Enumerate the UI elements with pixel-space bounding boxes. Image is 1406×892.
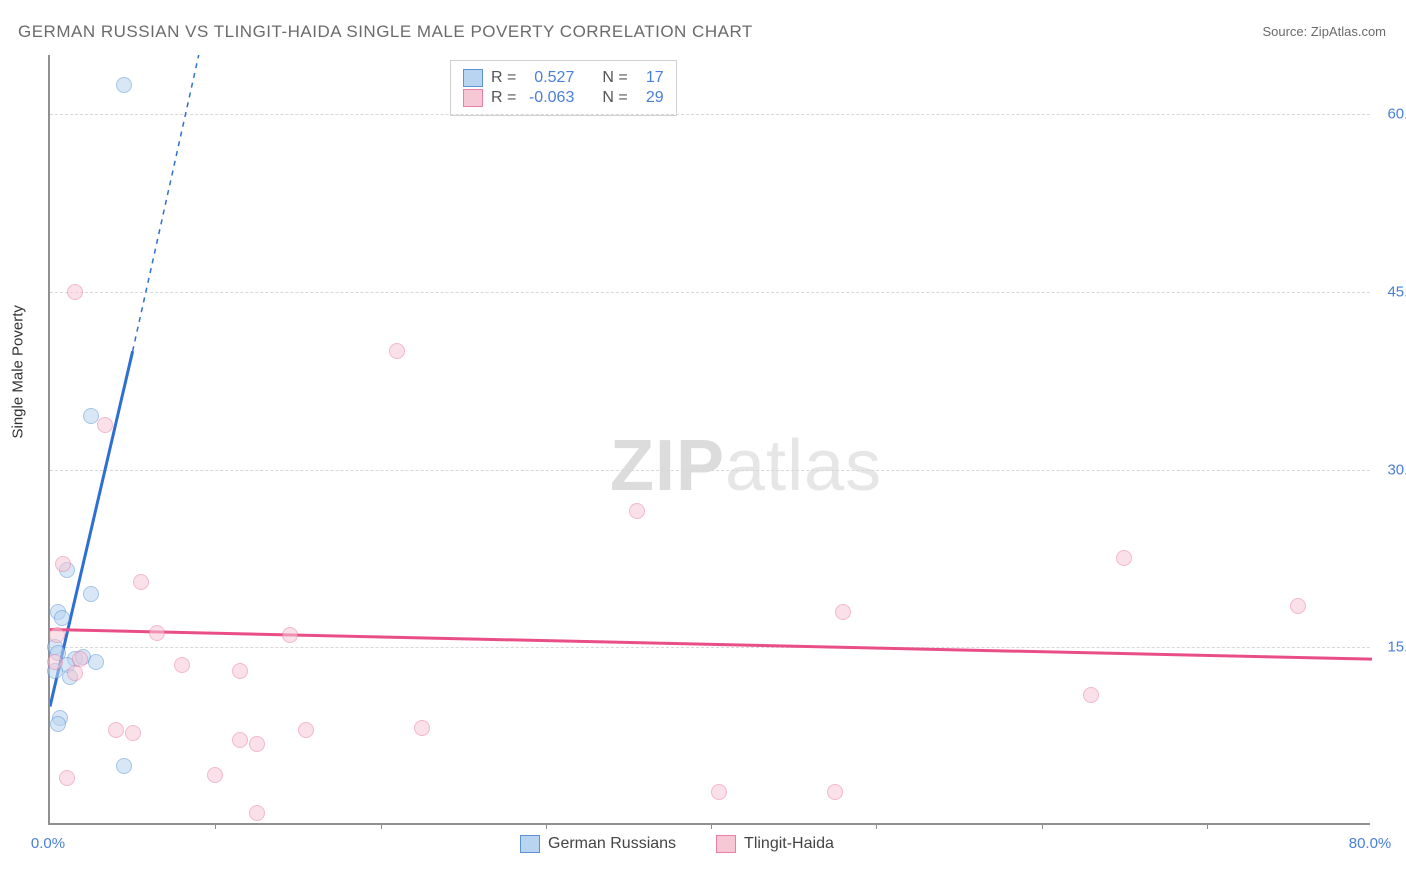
x-tick <box>1042 823 1043 829</box>
chart-title: GERMAN RUSSIAN VS TLINGIT-HAIDA SINGLE M… <box>18 22 753 42</box>
data-point <box>67 284 83 300</box>
legend-swatch <box>463 69 483 87</box>
y-tick-label: 30.0% <box>1387 461 1406 478</box>
watermark-atlas: atlas <box>725 426 882 506</box>
data-point <box>1116 550 1132 566</box>
data-point <box>125 725 141 741</box>
n-label: N = <box>602 89 627 107</box>
gridline <box>50 470 1370 471</box>
legend-swatch <box>716 835 736 853</box>
y-axis-label: Single Male Poverty <box>10 305 27 438</box>
legend-label: Tlingit-Haida <box>744 835 834 853</box>
data-point <box>1083 687 1099 703</box>
legend-stat-row: R = -0.063 N = 29 <box>463 89 664 107</box>
correlation-legend: R = 0.527 N = 17 R = -0.063 N = 29 <box>450 60 677 116</box>
data-point <box>47 654 63 670</box>
n-label: N = <box>602 69 627 87</box>
n-value: 17 <box>636 69 664 87</box>
gridline <box>50 292 1370 293</box>
data-point <box>83 586 99 602</box>
data-point <box>50 716 66 732</box>
data-point <box>249 736 265 752</box>
legend-stat-row: R = 0.527 N = 17 <box>463 69 664 87</box>
data-point <box>67 665 83 681</box>
data-point <box>116 758 132 774</box>
y-tick-label: 45.0% <box>1387 283 1406 300</box>
x-tick <box>1207 823 1208 829</box>
legend-label: German Russians <box>548 835 676 853</box>
y-tick-label: 15.0% <box>1387 639 1406 656</box>
r-label: R = <box>491 89 516 107</box>
legend-item: German Russians <box>520 835 676 853</box>
source-attribution: Source: ZipAtlas.com <box>1262 24 1386 39</box>
x-tick-label: 0.0% <box>31 835 65 852</box>
data-point <box>629 503 645 519</box>
data-point <box>298 722 314 738</box>
data-point <box>232 732 248 748</box>
series-legend: German Russians Tlingit-Haida <box>520 835 834 853</box>
data-point <box>116 77 132 93</box>
watermark-zip: ZIP <box>610 426 725 506</box>
gridline <box>50 647 1370 648</box>
n-value: 29 <box>636 89 664 107</box>
data-point <box>133 574 149 590</box>
gridline <box>50 114 1370 115</box>
data-point <box>207 767 223 783</box>
r-value: 0.527 <box>524 69 574 87</box>
data-point <box>72 651 88 667</box>
data-point <box>149 625 165 641</box>
data-point <box>232 663 248 679</box>
data-point <box>249 805 265 821</box>
data-point <box>49 627 65 643</box>
data-point <box>55 556 71 572</box>
legend-item: Tlingit-Haida <box>716 835 834 853</box>
x-tick-label: 80.0% <box>1349 835 1392 852</box>
data-point <box>835 604 851 620</box>
data-point <box>827 784 843 800</box>
x-tick <box>215 823 216 829</box>
data-point <box>389 343 405 359</box>
x-tick <box>546 823 547 829</box>
plot-area: ZIPatlas R =0.527N =17R =-0.063N =29 Ger… <box>48 55 1370 825</box>
data-point <box>414 720 430 736</box>
x-tick <box>381 823 382 829</box>
watermark: ZIPatlas <box>610 425 882 507</box>
data-point <box>711 784 727 800</box>
data-point <box>54 610 70 626</box>
data-point <box>282 627 298 643</box>
legend-swatch <box>520 835 540 853</box>
legend-swatch <box>463 89 483 107</box>
y-tick-label: 60.0% <box>1387 106 1406 123</box>
data-point <box>88 654 104 670</box>
r-value: -0.063 <box>524 89 574 107</box>
r-label: R = <box>491 69 516 87</box>
trend-lines <box>50 55 1372 825</box>
data-point <box>108 722 124 738</box>
x-tick <box>711 823 712 829</box>
data-point <box>1290 598 1306 614</box>
data-point <box>174 657 190 673</box>
x-tick <box>876 823 877 829</box>
data-point <box>97 417 113 433</box>
data-point <box>59 770 75 786</box>
